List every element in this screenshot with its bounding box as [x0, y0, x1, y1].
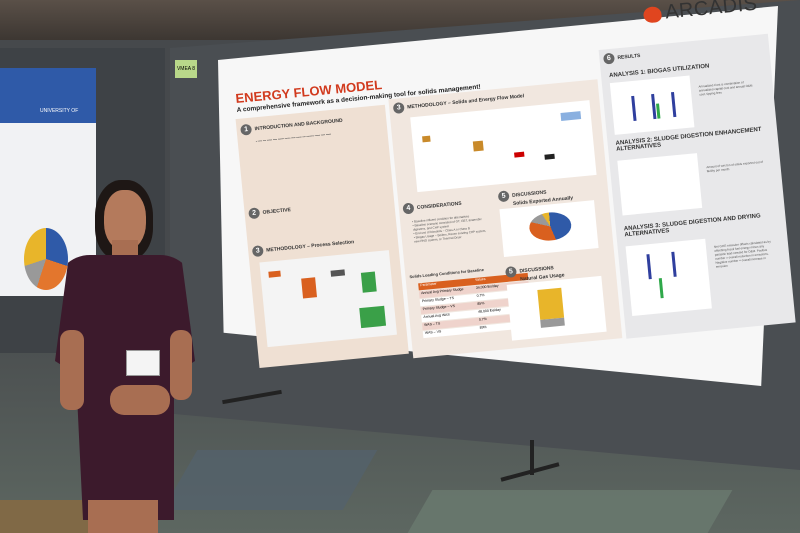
- natural-gas-bar-chart: [506, 275, 607, 341]
- section-title: OBJECTIVE: [262, 207, 292, 216]
- analysis-1-chart: [609, 75, 695, 135]
- name-badge: [126, 350, 160, 376]
- analysis-2-legend: Amount of wet ton of solids exported out…: [706, 159, 764, 174]
- analysis-1-title: ANALYSIS 1: BIOGAS UTILIZATION: [608, 63, 710, 80]
- left-arm: [60, 330, 84, 410]
- right-arm: [170, 330, 192, 400]
- solids-exported-pie-chart: [499, 200, 599, 258]
- carpet-pattern: [162, 450, 378, 510]
- left-poster-header: UNIVERSITY OF: [40, 108, 79, 114]
- legs: [88, 500, 158, 533]
- brand-name: ARCADIS: [664, 0, 759, 24]
- analysis-2-chart: [617, 153, 703, 216]
- analysis-3-legend: Net GHG emission offsets calculated as b…: [713, 239, 771, 269]
- board-stand: [530, 440, 534, 475]
- section-title: CONSIDERATIONS: [416, 200, 462, 211]
- arcadis-logo: ARCADIS: [642, 0, 758, 27]
- left-poster-pie-chart: [24, 228, 68, 290]
- results-column: 6 RESULTS ANALYSIS 1: BIOGAS UTILIZATION …: [598, 33, 796, 339]
- left-poster: UNIVERSITY OF: [0, 68, 96, 296]
- section-title: INTRODUCTION AND BACKGROUND: [254, 117, 343, 133]
- section-title: METHODOLOGY – Process Selection: [266, 239, 355, 254]
- considerations-list: • Baseline influent condition for altern…: [412, 214, 487, 244]
- energy-flow-diagram: [410, 100, 597, 193]
- hands: [110, 385, 170, 415]
- poster-content: ARCADIS ENERGY FLOW MODEL A comprehensiv…: [222, 0, 800, 378]
- board-number-sign: VMEA 8: [175, 60, 197, 78]
- section-title: RESULTS: [617, 52, 641, 62]
- analysis-1-legend: Annualized Cost is combination of annual…: [698, 80, 753, 97]
- analysis-3-title: ANALYSIS 3: SLUDGE DIGESTION AND DRYING …: [623, 213, 761, 239]
- middle-column: 3 METHODOLOGY – Solids and Energy Flow Mo…: [388, 79, 623, 359]
- left-column: 1 INTRODUCTION AND BACKGROUND ▪ ▪▪▪▪ ▪▪▪ …: [235, 104, 409, 369]
- carpet-pattern: [0, 500, 90, 533]
- carpet-pattern: [407, 490, 733, 533]
- process-selection-diagram: [259, 250, 397, 348]
- arcadis-logo-icon: [642, 5, 663, 24]
- analysis-3-chart: [625, 238, 712, 317]
